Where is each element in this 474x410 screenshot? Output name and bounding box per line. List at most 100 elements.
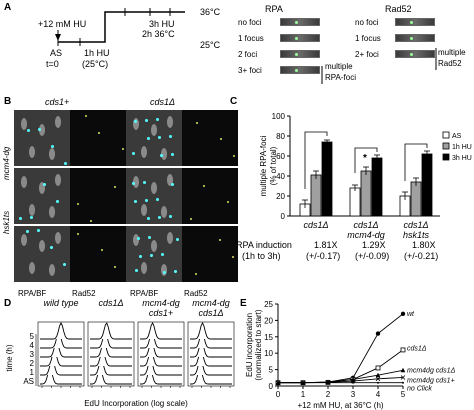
rpa-focus <box>158 136 161 139</box>
rpa-focus <box>156 198 159 201</box>
point-1-5 <box>400 347 406 353</box>
histogram-title-2: cds1+ <box>149 308 173 318</box>
point-3-4 <box>375 376 381 382</box>
bar-0-1 <box>310 174 322 217</box>
rad52-row-0: no foci <box>355 18 379 27</box>
series-line-0 <box>278 313 404 384</box>
d-ytick-label: AS <box>23 377 34 386</box>
point-1-4 <box>375 365 381 371</box>
y-label-line-2: (% of total) <box>269 146 278 185</box>
rpa-focus <box>56 200 59 203</box>
point-2-5 <box>400 367 406 373</box>
e-x-axis-label: +12 mM HU, at 36°C (h) <box>297 401 383 410</box>
histogram-trace-2-2 <box>140 349 182 367</box>
d-ytick-label: 4 <box>30 341 35 350</box>
rad52-focus <box>190 218 192 220</box>
rpa-focus <box>137 237 140 240</box>
induction-label-1: RPA induction <box>236 240 292 250</box>
micrograph-r2-c0 <box>14 226 70 282</box>
rpa-focus <box>160 154 163 157</box>
rpa-row-1: 1 focus <box>238 34 264 43</box>
rad52-micrograph-1 <box>395 34 435 42</box>
rpa-focus <box>148 236 151 239</box>
rpa-foci-label: RPA-foci <box>325 73 356 82</box>
legend-swatch-1 <box>442 142 450 150</box>
y-label-line-1: multiple RPA-foci <box>259 135 268 196</box>
bar-0-2 <box>321 141 333 217</box>
induction-error-2: (+/-0.21) <box>404 251 439 261</box>
rpa-focus <box>64 162 67 165</box>
row-title-mcm4: mcm4-dg <box>2 146 11 180</box>
rad52-focus <box>101 249 103 251</box>
hu3h-label: 3h HU <box>149 19 175 29</box>
rpa-focus <box>43 183 46 186</box>
legend-swatch-0 <box>442 131 450 139</box>
e-y-label-line-1: EdU incorporation <box>245 313 254 377</box>
bar-2-1 <box>410 181 422 217</box>
rpa-focus <box>135 269 138 272</box>
histogram-trace-1-3 <box>90 340 132 358</box>
rad52-row-2: 2+ foci <box>355 50 379 59</box>
panel-d-label: D <box>4 298 12 309</box>
rpa-focus <box>158 216 161 219</box>
micrograph-r0-c3 <box>182 110 238 166</box>
category-label-2: cds1Δ <box>403 220 428 230</box>
rpa-focus <box>150 254 153 257</box>
histogram-frame-1 <box>87 321 135 387</box>
rpa-focus <box>51 145 54 148</box>
legend-label-2: 3h HU <box>452 155 472 162</box>
category-label-2: hsk1ts <box>403 230 430 240</box>
rpa-focus <box>38 128 41 131</box>
histogram-trace-0-1 <box>40 358 82 376</box>
histogram-trace-2-4 <box>140 332 182 349</box>
rpa-row-3: 3+ foci <box>238 66 262 75</box>
legend-label-1: 1h HU <box>452 144 472 151</box>
rpa-focus <box>19 217 22 220</box>
rpa-focus <box>27 129 30 132</box>
histogram-trace-2-5 <box>140 322 182 340</box>
d-ytick-label: 1 <box>30 368 35 377</box>
rpa-row-2: 2 foci <box>238 50 258 59</box>
histogram-trace-3-0 <box>190 367 232 385</box>
panel-c-label: C <box>230 96 238 107</box>
histogram-trace-0-0 <box>40 367 82 385</box>
histogram-title-1: cds1Δ <box>98 298 123 308</box>
micrograph-r1-c0 <box>14 168 70 224</box>
point-4-5 <box>402 381 404 384</box>
d-y-label: time (h) <box>5 344 14 371</box>
h2-36-label: 2h 36°C <box>142 29 175 39</box>
histogram-trace-3-3 <box>190 340 232 358</box>
series-label-2: mcm4dg cds1Δ <box>407 368 456 375</box>
micrograph-r0-c0 <box>14 110 70 166</box>
e-y-tick-label: 20 <box>264 316 273 325</box>
induction-value-2: 1.80X <box>412 240 436 250</box>
point-4-0 <box>277 381 279 384</box>
rad52-micrograph-2 <box>395 50 435 58</box>
hu1h-label: 1h HU <box>84 48 110 58</box>
induction-value-1: 1.29X <box>362 240 386 250</box>
rad52-focus <box>232 256 234 258</box>
col-title-cds1-delta: cds1Δ <box>150 97 176 107</box>
rpa-focus <box>161 253 164 256</box>
point-4-3 <box>352 381 354 384</box>
series-label-0: wt <box>407 311 415 318</box>
rpa-focus <box>134 200 137 203</box>
rpa-focus <box>176 238 179 241</box>
panel-e-label: E <box>240 298 247 309</box>
xlabel-rad52-2: Rad52 <box>184 289 208 298</box>
rad52-focus <box>85 115 87 117</box>
t25-label: 25°C <box>200 40 221 50</box>
bar-1-0 <box>349 187 361 217</box>
e-x-tick-label: 0 <box>276 390 281 399</box>
histogram-trace-2-0 <box>140 367 182 385</box>
legend-label-0: AS <box>452 133 462 140</box>
rpa-focus <box>163 271 166 274</box>
micrograph-r2-c2 <box>126 226 182 282</box>
series-label-4: no Click <box>407 386 432 393</box>
histogram-trace-2-3 <box>140 340 182 358</box>
temp25-label: (25°C) <box>82 59 109 69</box>
rad52-multiple-bracket <box>435 48 437 70</box>
rad52-focus <box>90 220 92 222</box>
hu-label: +12 mM HU <box>38 19 87 29</box>
